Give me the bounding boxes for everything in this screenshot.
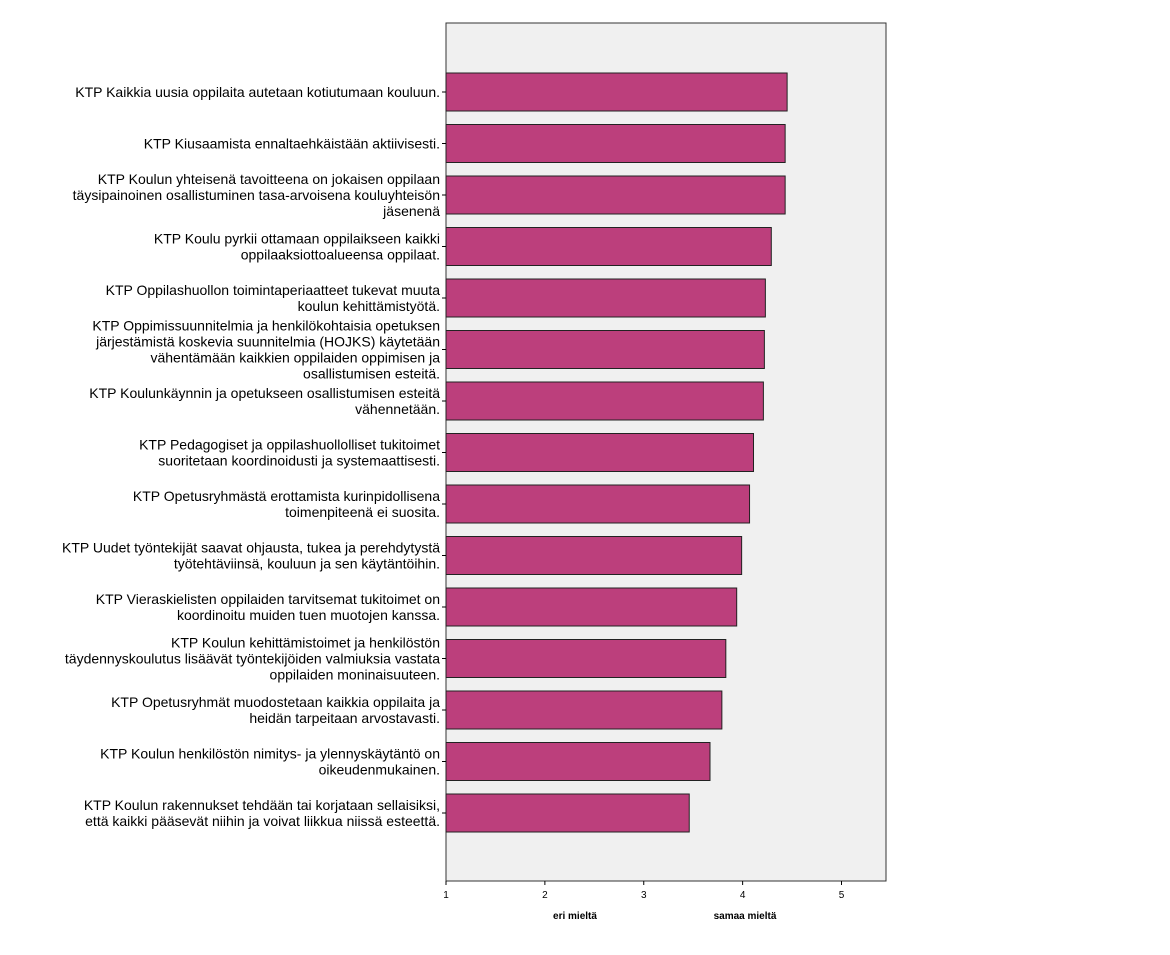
category-label-line: täydennyskoulutus lisäävät työntekijöide… (65, 651, 440, 667)
category-label-1: KTP Kaikkia uusia oppilaita autetaan kot… (75, 84, 440, 100)
category-label-line: osallistumisen esteitä. (303, 366, 440, 382)
category-label-5: KTP Oppilashuollon toimintaperiaatteet t… (106, 282, 441, 314)
category-label-line: toimenpiteenä ei suosita. (285, 504, 440, 520)
bar-11 (445, 587, 738, 627)
category-label-line: jäsenenä (382, 203, 440, 219)
category-label-line: KTP Pedagogiset ja oppilashuollolliset t… (139, 437, 440, 453)
category-label-line: oikeudenmukainen. (319, 762, 440, 778)
category-label-11: KTP Vieraskielisten oppilaiden tarvitsem… (96, 591, 440, 623)
annotation-eri-mielta: eri mieltä (553, 911, 597, 922)
category-label-line: KTP Kaikkia uusia oppilaita autetaan kot… (75, 84, 440, 100)
bar-12 (445, 639, 727, 678)
category-label-8: KTP Pedagogiset ja oppilashuollolliset t… (139, 437, 440, 469)
category-label-line: KTP Opetusryhmät muodostetaan kaikkia op… (111, 694, 440, 710)
category-label-15: KTP Koulun rakennukset tehdään tai korja… (84, 797, 440, 829)
category-label-6: KTP Oppimissuunnitelmia ja henkilökohtai… (92, 318, 440, 382)
category-label-line: oppilaaksiottoalueensa oppilaat. (241, 247, 440, 263)
bar-6 (445, 330, 765, 369)
bar-1 (445, 72, 788, 112)
category-label-line: KTP Uudet työntekijät saavat ohjausta, t… (62, 540, 440, 556)
category-label-line: täysipainoinen osallistuminen tasa-arvoi… (73, 187, 440, 203)
category-label-line: vähentämään kaikkien oppilaiden oppimise… (150, 350, 440, 366)
bar-2 (445, 124, 786, 163)
bar-7 (445, 381, 764, 421)
category-label-line: oppilaiden moninaisuuteen. (270, 667, 440, 683)
category-label-line: työtehtäviinsä, kouluun ja sen käytäntöi… (174, 556, 440, 572)
category-label-line: KTP Kiusaamista ennaltaehkäistään aktiiv… (144, 136, 440, 152)
category-label-3: KTP Koulun yhteisenä tavoitteena on joka… (73, 171, 441, 219)
category-label-line: järjestämistä koskevia suunnitelmia (HOJ… (95, 334, 440, 350)
category-label-line: KTP Oppilashuollon toimintaperiaatteet t… (106, 282, 441, 298)
x-tick-label: 4 (740, 890, 746, 901)
category-label-13: KTP Opetusryhmät muodostetaan kaikkia op… (111, 694, 440, 726)
bar-5 (445, 278, 766, 318)
bars-group (442, 72, 788, 833)
x-tick-label: 5 (839, 890, 845, 901)
category-label-12: KTP Koulun kehittämistoimet ja henkilöst… (65, 635, 440, 683)
category-label-line: että kaikki pääsevät niihin ja voivat li… (85, 813, 440, 829)
category-label-line: koordinoitu muiden tuen muotojen kanssa. (177, 607, 440, 623)
category-label-line: KTP Koulun kehittämistoimet ja henkilöst… (171, 635, 440, 651)
category-label-line: KTP Koulun rakennukset tehdään tai korja… (84, 797, 440, 813)
bar-9 (445, 484, 751, 524)
category-label-line: vähennetään. (355, 401, 440, 417)
category-label-4: KTP Koulu pyrkii ottamaan oppilaikseen k… (154, 231, 440, 263)
category-label-line: KTP Koulun yhteisenä tavoitteena on joka… (98, 171, 440, 187)
category-label-line: KTP Koulun henkilöstön nimitys- ja ylenn… (100, 746, 440, 762)
category-label-line: suoritetaan koordinoidusti ja systemaatt… (158, 453, 440, 469)
x-tick-label: 1 (443, 890, 449, 901)
bar-10 (445, 536, 743, 575)
x-tick-label: 2 (542, 890, 548, 901)
bar-8 (445, 433, 755, 472)
category-label-10: KTP Uudet työntekijät saavat ohjausta, t… (62, 540, 440, 572)
x-axis-ticks-group: 1 2 3 4 5 (443, 881, 845, 901)
category-label-line: koulun kehittämistyötä. (298, 298, 440, 314)
category-label-2: KTP Kiusaamista ennaltaehkäistään aktiiv… (144, 136, 440, 152)
bar-13 (445, 690, 723, 730)
category-label-line: KTP Vieraskielisten oppilaiden tarvitsem… (96, 591, 440, 607)
category-label-line: KTP Koulunkäynnin ja opetukseen osallist… (89, 385, 440, 401)
category-label-14: KTP Koulun henkilöstön nimitys- ja ylenn… (100, 746, 440, 778)
category-label-9: KTP Opetusryhmästä erottamista kurinpido… (133, 488, 440, 520)
x-tick-label: 3 (641, 890, 647, 901)
bar-14 (445, 742, 711, 781)
category-labels-group: KTP Kaikkia uusia oppilaita autetaan kot… (62, 84, 440, 829)
category-label-line: KTP Koulu pyrkii ottamaan oppilaikseen k… (154, 231, 440, 247)
bar-3 (445, 175, 786, 215)
category-label-7: KTP Koulunkäynnin ja opetukseen osallist… (89, 385, 440, 417)
bar-15 (445, 793, 690, 833)
bar-4 (445, 227, 772, 266)
category-label-line: heidän tarpeitaan arvostavasti. (249, 710, 440, 726)
annotation-samaa-mielta: samaa mieltä (714, 911, 777, 922)
category-label-line: KTP Oppimissuunnitelmia ja henkilökohtai… (92, 318, 440, 334)
category-label-line: KTP Opetusryhmästä erottamista kurinpido… (133, 488, 440, 504)
